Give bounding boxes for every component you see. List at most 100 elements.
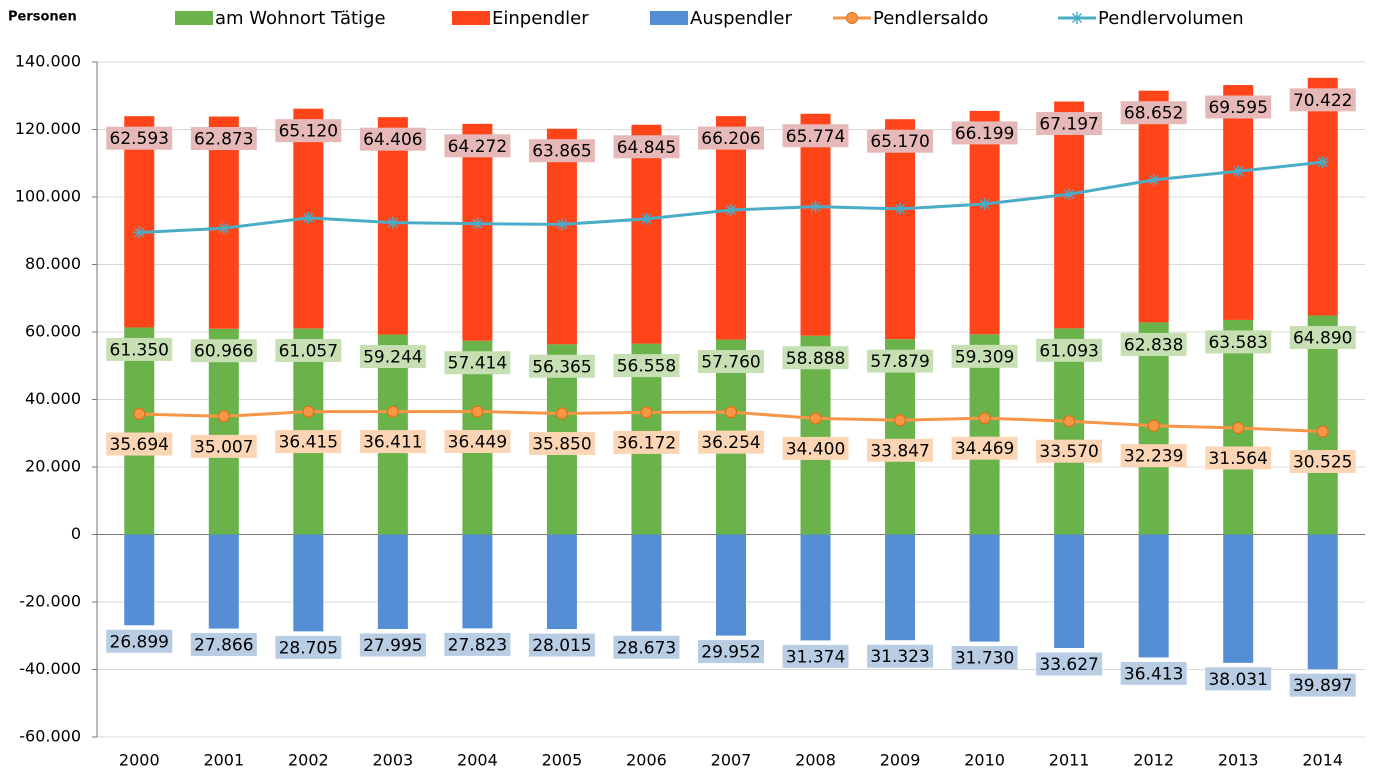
marker — [1232, 165, 1245, 178]
data-label: 67.197 — [1039, 115, 1098, 135]
x-tick-label: 2003 — [373, 751, 414, 770]
data-label: 36.172 — [617, 433, 676, 453]
marker-stroke — [979, 198, 990, 210]
data-label-box — [698, 640, 764, 664]
data-label-box — [867, 349, 934, 373]
bar — [124, 534, 155, 626]
data-label: 58.888 — [786, 349, 845, 369]
data-label-box — [951, 344, 1018, 368]
marker — [302, 211, 315, 224]
data-label-box — [359, 430, 426, 454]
data-label-box — [190, 633, 257, 657]
bar — [1307, 534, 1338, 670]
data-label: 32.239 — [1124, 447, 1183, 467]
data-label: 28.015 — [532, 636, 591, 656]
data-label: 33.627 — [1039, 655, 1098, 675]
data-label-box — [698, 126, 764, 150]
data-label: 64.406 — [363, 130, 422, 150]
marker — [555, 218, 568, 231]
data-label-box — [951, 121, 1018, 145]
marker-stroke — [641, 213, 652, 224]
x-tick-label: 2010 — [964, 751, 1005, 770]
y-tick-label: 0 — [71, 524, 81, 543]
data-label-box — [867, 129, 934, 153]
bar — [208, 328, 239, 535]
data-label-box — [444, 134, 511, 158]
data-label-box — [444, 351, 511, 375]
data-label-box — [951, 646, 1018, 670]
data-label-box — [528, 354, 595, 378]
data-label-box — [1036, 652, 1103, 676]
data-label-box — [190, 434, 257, 458]
y-tick-label: -60.000 — [19, 727, 81, 746]
data-label-box — [190, 339, 257, 363]
data-label: 57.879 — [870, 352, 929, 372]
marker-stroke — [1317, 157, 1328, 168]
data-label: 62.873 — [194, 130, 253, 150]
data-label-box — [1120, 444, 1187, 468]
marker-stroke — [1148, 174, 1159, 185]
data-label: 57.760 — [701, 353, 760, 373]
bar — [969, 534, 1000, 642]
data-label-box — [698, 350, 764, 374]
data-label-box — [1289, 88, 1356, 112]
data-label: 34.400 — [786, 439, 845, 459]
data-label: 68.652 — [1124, 104, 1183, 124]
x-tick-label: 2011 — [1049, 751, 1090, 770]
data-label-box — [1120, 101, 1187, 125]
marker — [809, 200, 822, 213]
bar — [1054, 328, 1085, 535]
data-label-box — [106, 337, 173, 361]
data-label-box — [867, 438, 934, 462]
marker — [386, 216, 399, 229]
data-label: 65.170 — [870, 132, 929, 152]
marker — [1232, 421, 1245, 434]
marker — [809, 412, 822, 425]
y-tick-label: 100.000 — [15, 187, 81, 206]
data-label: 28.673 — [617, 638, 676, 658]
bar — [1307, 315, 1338, 535]
marker — [978, 412, 991, 425]
data-label: 35.694 — [110, 435, 169, 455]
data-label: 39.897 — [1293, 676, 1352, 696]
data-label: 29.952 — [701, 643, 760, 663]
x-tick-label: 2005 — [542, 751, 583, 770]
data-label: 70.422 — [1293, 91, 1352, 111]
data-label: 31.374 — [786, 647, 845, 667]
data-label-box — [444, 632, 511, 656]
data-label-box — [275, 430, 342, 454]
marker-stroke — [725, 204, 737, 215]
data-label-box — [613, 354, 680, 378]
bar — [124, 116, 155, 328]
data-label-box — [782, 644, 849, 668]
marker — [1063, 188, 1076, 201]
marker — [1316, 425, 1329, 438]
data-label-box — [359, 127, 426, 151]
data-label-box — [951, 436, 1018, 460]
data-label: 34.469 — [955, 439, 1014, 459]
x-tick-label: 2014 — [1302, 751, 1343, 770]
legend-label: am Wohnort Tätige — [215, 8, 386, 29]
bar — [1307, 77, 1338, 316]
y-tick-label: 140.000 — [15, 52, 81, 71]
marker-stroke — [134, 227, 145, 238]
data-label-box — [1205, 95, 1272, 119]
legend-label: Auspendler — [690, 8, 793, 29]
marker — [217, 222, 230, 235]
data-label-box — [782, 346, 849, 370]
data-label: 56.365 — [532, 357, 591, 377]
x-tick-label: 2009 — [880, 751, 921, 770]
marker — [1147, 419, 1160, 432]
legend-label: Einpendler — [492, 8, 589, 29]
bar — [1054, 534, 1085, 648]
data-label-box — [106, 629, 173, 653]
data-label: 64.845 — [617, 138, 676, 158]
bar — [631, 124, 662, 344]
marker-stroke — [556, 219, 567, 230]
y-tick-label: 60.000 — [25, 322, 81, 341]
marker-stroke — [218, 223, 229, 234]
legend-label: Pendlersaldo — [873, 8, 988, 29]
data-label: 56.558 — [617, 357, 676, 377]
data-label-box — [782, 436, 849, 460]
